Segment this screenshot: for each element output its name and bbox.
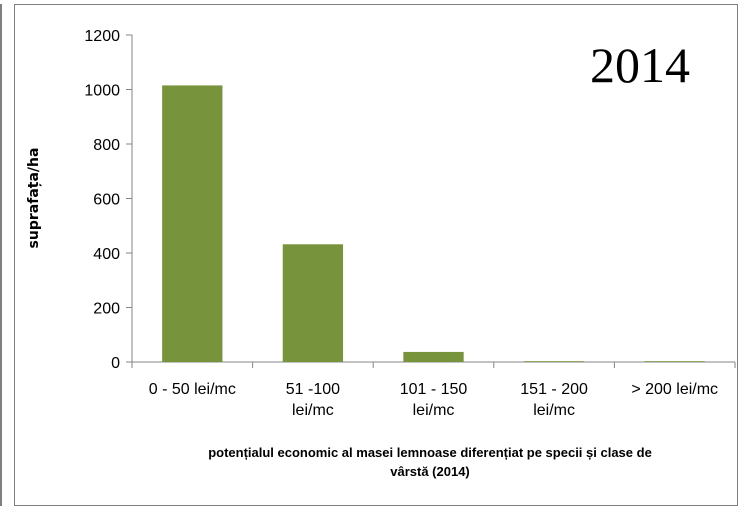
y-tick-label: 800	[93, 137, 120, 154]
bar	[162, 85, 223, 362]
x-axis-label-text: potențialul economic al masei lemnoase d…	[208, 445, 652, 479]
y-tick-label: 1000	[84, 83, 120, 100]
y-tick-label: 200	[93, 301, 120, 318]
category-labels: 0 - 50 lei/mc 51 -100 lei/mc 101 - 150 lei/m…	[149, 381, 718, 419]
bars	[162, 85, 705, 362]
y-tick-label: 1200	[84, 28, 120, 45]
bar	[644, 361, 705, 362]
category-label: 0 - 50 lei/mc	[149, 381, 236, 398]
chart-frame	[14, 4, 738, 506]
y-tick-label: 600	[93, 192, 120, 209]
y-tick-label: 0	[111, 355, 120, 372]
y-ticks: 0 200 400 600 800 1000 1200	[84, 28, 132, 372]
bar	[403, 351, 464, 362]
bar	[523, 361, 585, 362]
y-axis-label: suprafața/ha	[26, 148, 42, 249]
category-label: > 200 lei/mc	[631, 381, 718, 398]
category-label: 101 - 150 lei/mc	[400, 381, 468, 419]
x-ticks	[131, 362, 736, 368]
bar	[282, 244, 344, 362]
category-label: 151 - 200 lei/mc	[520, 381, 588, 419]
category-label: 51 -100 lei/mc	[286, 381, 340, 419]
y-tick-label: 400	[93, 246, 120, 263]
slide-left-border	[0, 4, 2, 506]
chart-title: 2014	[590, 37, 690, 93]
x-axis-label: potențialul economic al masei lemnoase d…	[208, 445, 652, 479]
